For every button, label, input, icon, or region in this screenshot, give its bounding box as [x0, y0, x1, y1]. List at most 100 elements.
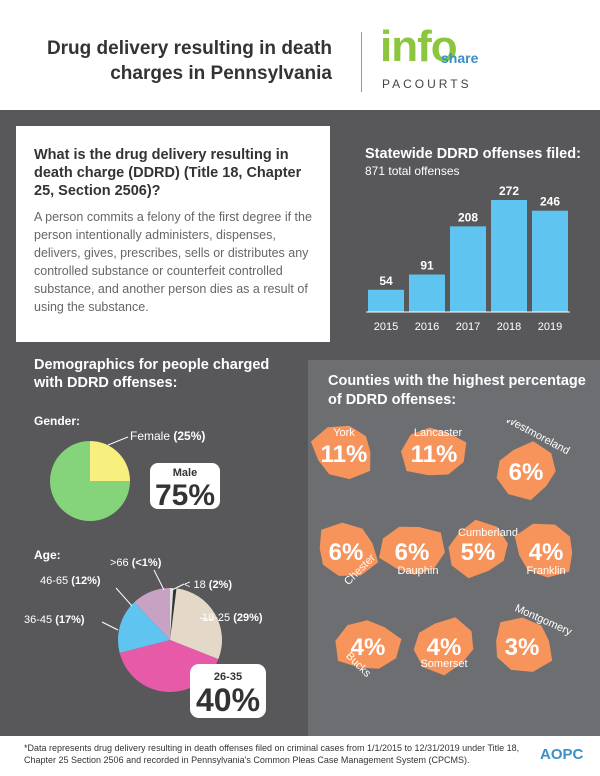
age-label-name-36-45: 36-45: [24, 614, 55, 626]
county-name-york: York: [333, 427, 355, 439]
page-title: Drug delivery resulting in death charges…: [32, 36, 332, 86]
county-shape-franklin: [514, 523, 573, 578]
county-shape-bucks: [335, 620, 402, 669]
age-label-value-19-25: (29%): [233, 612, 263, 624]
county-name-cumberland: Cumberland: [458, 527, 518, 539]
footer-note: *Data represents drug delivery resulting…: [24, 743, 520, 765]
county-shape-york: [310, 425, 371, 480]
gender-label: Gender:: [34, 414, 81, 428]
x-tick-label-2019: 2019: [538, 321, 562, 333]
x-tick-label-2016: 2016: [415, 321, 439, 333]
age-26-35-callout-label: 26-35: [214, 671, 242, 683]
age-leader-line-36-45: [101, 621, 119, 631]
county-shape-montgomery: [496, 617, 553, 672]
age-label-name-18: < 18: [184, 579, 209, 591]
bar-2015: [368, 289, 404, 312]
bar-2016: [409, 274, 445, 312]
male-label: Male: [173, 467, 197, 479]
age-pie-chart: >66 (<1%) 46-65 (12%) < 18 (2%) 19-25 (29%)…: [24, 557, 266, 718]
page-title-line-1: Drug delivery resulting in death: [46, 38, 332, 59]
x-tick-label-2018: 2018: [497, 321, 521, 333]
county-percent-montgomery: 3%: [505, 634, 540, 661]
age-label-name-66: >66: [110, 557, 132, 569]
county-percent-lancaster: 11%: [411, 441, 458, 468]
county-percent-dauphin: 6%: [395, 539, 430, 566]
age-26-35-callout-value: 40%: [196, 682, 260, 718]
county-shape-lancaster: [401, 427, 467, 476]
age-label-name-19-25: 19-25: [202, 612, 233, 624]
pie-slice-age-46-65: [134, 588, 170, 640]
statewide-offenses-bar-chart: 54 2015 91 2016 208 2017 272 2018 246 2019: [366, 186, 570, 333]
county-percent-chester: 6%: [329, 539, 364, 566]
pacourts-logo-text: PACOURTS: [382, 77, 472, 91]
county-shape-westmoreland: [496, 441, 556, 501]
county-shape-dauphin: [379, 526, 445, 575]
bar-chart-subtitle: 871 total offenses: [365, 164, 460, 178]
page-title-line-2: charges in Pennsylvania: [110, 63, 332, 84]
male-callout-box: [150, 463, 220, 509]
pie-slice-female: [90, 441, 130, 481]
county-percent-cumberland: 5%: [461, 539, 496, 566]
age-26-35-callout-box: [190, 664, 266, 718]
x-tick-label-2017: 2017: [456, 321, 480, 333]
bar-2017: [450, 226, 486, 312]
pie-slice-age-66: [170, 588, 174, 640]
bar-2018: [491, 200, 527, 312]
age-label-value-46-65: (12%): [71, 575, 101, 587]
counties-title: Counties with the highest percentage of …: [328, 373, 586, 408]
county-name-somerset: Somerset: [420, 658, 467, 670]
age-leader-line-19-25: [199, 617, 215, 621]
age-leader-line-18: [171, 583, 185, 591]
age-label-value-66: (<1%): [132, 557, 162, 569]
ddrd-definition-box: What is the drug delivery resulting in d…: [16, 126, 330, 342]
female-leader-line: [107, 436, 129, 446]
bar-value-label-2017: 208: [458, 210, 478, 224]
age-label-name-46-65: 46-65: [40, 575, 71, 587]
age-label-36-45: 36-45 (17%): [24, 614, 85, 626]
bar-value-label-2016: 91: [420, 259, 434, 273]
county-shape-cumberland: [448, 519, 508, 579]
bar-value-label-2019: 246: [540, 195, 560, 209]
county-percent-somerset: 4%: [427, 634, 462, 661]
county-shape-chester: [319, 522, 379, 576]
header: Drug delivery resulting in death charges…: [0, 0, 600, 110]
header-divider: [361, 32, 362, 92]
x-tick-label-2015: 2015: [374, 321, 398, 333]
age-leader-line-66: [153, 569, 165, 591]
county-name-dauphin: Dauphin: [398, 565, 439, 577]
bar-value-label-2018: 272: [499, 186, 519, 198]
county-percent-york: 11%: [321, 441, 368, 468]
female-label: Female (25%): [130, 429, 205, 443]
county-name-franklin: Franklin: [526, 565, 565, 577]
county-shapes-grid: 11%York11%Lancaster6%Westmoreland6%Chest…: [310, 420, 574, 680]
county-percent-westmoreland: 6%: [509, 459, 544, 486]
infoshare-logo-info: info: [380, 22, 458, 71]
bar-chart-title: Statewide DDRD offenses filed:: [365, 146, 581, 162]
pie-slice-age-36-45: [117, 602, 170, 653]
ddrd-definition-title: What is the drug delivery resulting in d…: [34, 147, 302, 199]
bar-value-label-2015: 54: [379, 274, 393, 288]
pie-slice-male: [50, 441, 130, 521]
age-leader-line-46-65: [115, 587, 133, 607]
age-label: Age:: [34, 548, 61, 562]
female-label-name: Female: [130, 429, 173, 443]
age-label-value-18: (2%): [209, 579, 233, 591]
infoshare-logo-share: share: [441, 50, 479, 66]
age-label-19-25: 19-25 (29%): [202, 612, 263, 624]
county-percent-bucks: 4%: [351, 634, 386, 661]
age-label-46-65: 46-65 (12%): [40, 575, 101, 587]
age-label-value-36-45: (17%): [55, 614, 85, 626]
county-name-lancaster: Lancaster: [414, 427, 463, 439]
female-label-value: (25%): [173, 429, 205, 443]
male-percent-label: 75%: [155, 479, 215, 512]
aopc-logo: AOPC: [540, 746, 584, 763]
county-shape-somerset: [413, 617, 474, 676]
ddrd-definition-body: A person commits a felony of the first d…: [34, 210, 312, 314]
demographics-title: Demographics for people charged with DDR…: [34, 357, 270, 391]
bar-2019: [532, 210, 568, 312]
age-label-66: >66 (<1%): [110, 557, 162, 569]
age-label-18: < 18 (2%): [184, 579, 232, 591]
county-percent-franklin: 4%: [529, 539, 564, 566]
pie-slice-age-19-25: [170, 588, 223, 660]
